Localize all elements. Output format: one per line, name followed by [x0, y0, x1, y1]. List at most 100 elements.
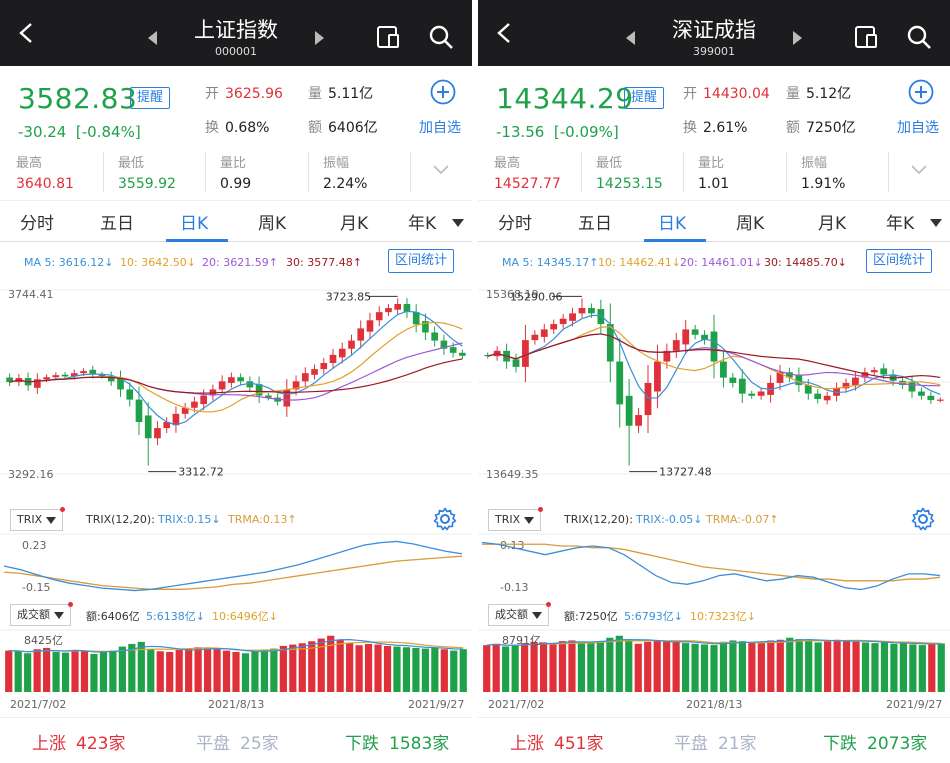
- tab-period[interactable]: 分时: [498, 214, 532, 234]
- volume-ma5: 5:6138亿↓: [146, 610, 205, 623]
- open-value: 3625.96: [225, 86, 283, 102]
- remind-button[interactable]: 提醒: [624, 87, 665, 109]
- back-arrow-icon[interactable]: [16, 22, 38, 44]
- candle-body: [927, 395, 935, 401]
- volume-bar: [748, 642, 756, 692]
- low-value: 3559.92: [118, 176, 176, 192]
- add-watchlist-button[interactable]: 加自选: [419, 120, 461, 136]
- volume-bar: [824, 641, 832, 692]
- device-switch-icon[interactable]: [854, 25, 878, 49]
- candle-body: [449, 347, 457, 353]
- ma30-value: 30: 3577.48↑: [286, 256, 362, 269]
- add-watchlist-button[interactable]: 加自选: [897, 120, 939, 136]
- indicator-select[interactable]: TRIX: [10, 507, 66, 531]
- candle-body: [852, 377, 859, 386]
- candle-body: [531, 334, 539, 341]
- candle-body: [691, 329, 699, 335]
- tab-period[interactable]: 日K: [180, 214, 209, 234]
- settings-gear-icon[interactable]: [433, 507, 457, 531]
- range-stats-button[interactable]: 区间统计: [866, 249, 933, 273]
- up-label: 上涨: [32, 734, 66, 754]
- trix-chart[interactable]: 0.23 -0.15: [0, 533, 472, 597]
- volume-bar: [814, 642, 822, 692]
- trma-value: TRMA:-0.07↑: [706, 513, 779, 526]
- back-arrow-icon[interactable]: [494, 22, 516, 44]
- volume-bar: [521, 643, 529, 692]
- ma-legend: MA 5: 14345.17↑ 10: 14462.41↓ 20: 14461.…: [478, 250, 950, 276]
- settings-gear-icon[interactable]: [911, 507, 935, 531]
- tab-period[interactable]: 五日: [578, 214, 612, 234]
- chevron-down-icon[interactable]: [433, 165, 449, 175]
- tab-period[interactable]: 月K: [818, 214, 847, 234]
- candle-body: [918, 391, 925, 396]
- amplitude-value: 2.24%: [323, 176, 368, 192]
- tab-period[interactable]: 年K: [886, 214, 915, 234]
- volume-ratio-stat: 量比 0.99: [220, 152, 251, 196]
- search-icon[interactable]: [906, 24, 932, 50]
- trma-line: [3, 555, 463, 590]
- tab-period[interactable]: 日K: [658, 214, 687, 234]
- ma10-value: 10: 3642.50↓: [120, 256, 196, 269]
- volume-bar: [383, 645, 392, 692]
- amplitude-label: 振幅: [801, 156, 828, 171]
- volume-ma5-line: [486, 639, 942, 646]
- tab-period[interactable]: 周K: [736, 214, 765, 234]
- candlestick-chart[interactable]: 15368.19 13649.35 15290.06 13727.48: [478, 278, 950, 500]
- prev-stock-icon[interactable]: [148, 31, 157, 45]
- volume-chart[interactable]: 8791亿 2021/7/02 2021/8/13 2021/9/27: [478, 628, 950, 714]
- turnover-field: 换 2.61%: [683, 117, 747, 137]
- open-value: 14430.04: [703, 86, 770, 102]
- candle-body: [512, 359, 520, 367]
- max-annotation: 15290.06: [510, 290, 563, 303]
- volume-bar: [61, 652, 70, 692]
- candle-body: [283, 389, 291, 407]
- candle-body: [311, 369, 318, 375]
- amount-label: 额: [786, 120, 800, 136]
- indicator-select[interactable]: TRIX: [488, 507, 544, 531]
- tab-period[interactable]: 月K: [340, 214, 369, 234]
- device-switch-icon[interactable]: [376, 25, 400, 49]
- candle-body: [255, 384, 263, 396]
- volume-bar: [909, 644, 917, 692]
- remind-button[interactable]: 提醒: [130, 87, 171, 109]
- year-k-dropdown-icon[interactable]: [930, 219, 942, 227]
- candle-body: [880, 368, 888, 375]
- volume-bar: [833, 639, 841, 692]
- volume-select[interactable]: 成交额: [488, 602, 551, 626]
- tab-period[interactable]: 五日: [100, 214, 134, 234]
- trix-line: [3, 540, 463, 592]
- turnover-label: 换: [683, 120, 697, 136]
- candle-body: [98, 374, 106, 377]
- candlestick-chart[interactable]: 3744.41 3292.16 3723.85 3312.72: [0, 278, 472, 500]
- add-watchlist-icon[interactable]: [908, 79, 934, 105]
- candle-body: [663, 350, 671, 362]
- period-tabs: 分时 五日 日K 周K 月K 年K: [478, 200, 950, 242]
- candle-body: [70, 373, 78, 377]
- volume-bar: [5, 650, 13, 692]
- turnover-value: 2.61%: [703, 120, 748, 136]
- year-k-dropdown-icon[interactable]: [452, 219, 464, 227]
- candle-body: [559, 318, 567, 325]
- tab-period[interactable]: 分时: [20, 214, 54, 234]
- next-stock-icon[interactable]: [315, 31, 324, 45]
- volume-bar: [842, 640, 851, 692]
- prev-stock-icon[interactable]: [626, 31, 635, 45]
- next-stock-icon[interactable]: [793, 31, 802, 45]
- add-watchlist-icon[interactable]: [430, 79, 456, 105]
- search-icon[interactable]: [428, 24, 454, 50]
- up-count: 423家: [76, 734, 126, 754]
- tab-period[interactable]: 年K: [408, 214, 437, 234]
- volume-chart[interactable]: 8425亿 2021/7/02 2021/8/13 2021/9/27: [0, 628, 472, 714]
- low-stat: 最低 3559.92: [118, 152, 176, 196]
- open-label: 开: [683, 86, 697, 102]
- range-stats-button[interactable]: 区间统计: [388, 249, 455, 273]
- chevron-down-icon[interactable]: [911, 165, 927, 175]
- price-change: -30.24 [-0.84%]: [18, 123, 141, 141]
- candle-body: [422, 321, 429, 333]
- volume-select[interactable]: 成交额: [10, 602, 73, 626]
- volume-bar: [577, 641, 586, 692]
- trix-chart[interactable]: 0.13-0.13: [478, 533, 950, 597]
- tab-period[interactable]: 周K: [258, 214, 287, 234]
- candle-body: [597, 309, 605, 325]
- dropdown-icon: [54, 611, 64, 619]
